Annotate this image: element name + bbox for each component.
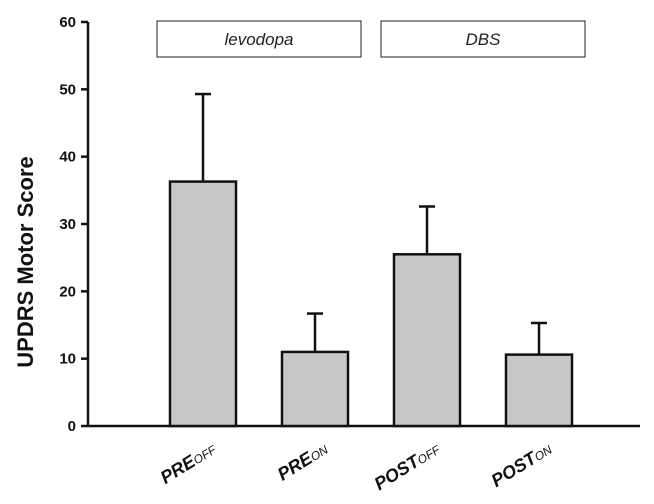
- y-tick-label-10: 10: [59, 351, 76, 368]
- y-axis-label: UPDRS Motor Score: [13, 156, 38, 367]
- group-box-1: [380, 20, 586, 58]
- bar-2: [392, 253, 462, 428]
- bar-1: [280, 350, 350, 428]
- group-box-0: [156, 20, 362, 58]
- y-tick-label-60: 60: [59, 14, 76, 31]
- y-tick-label-30: 30: [59, 216, 76, 233]
- group-label-0: levodopa: [224, 30, 293, 49]
- x-tick-label-1: PREON: [274, 438, 332, 484]
- x-tick-labels: PREOFF PREON POSTOFF POSTON: [157, 438, 556, 494]
- bar-3: [504, 353, 574, 428]
- x-tick-label-2: POSTOFF: [371, 438, 444, 494]
- y-tick-label-20: 20: [59, 283, 76, 300]
- x-tick-label-0: PREOFF: [157, 438, 220, 488]
- y-tick-label-40: 40: [59, 149, 76, 166]
- y-tick-label-0: 0: [68, 418, 76, 435]
- bars: [168, 92, 574, 428]
- bar-0: [168, 180, 238, 428]
- group-label-1: DBS: [466, 30, 502, 49]
- y-tick-label-50: 50: [59, 81, 76, 98]
- x-tick-label-3: POSTON: [488, 438, 556, 491]
- group-labels: levodopa DBS: [156, 20, 586, 58]
